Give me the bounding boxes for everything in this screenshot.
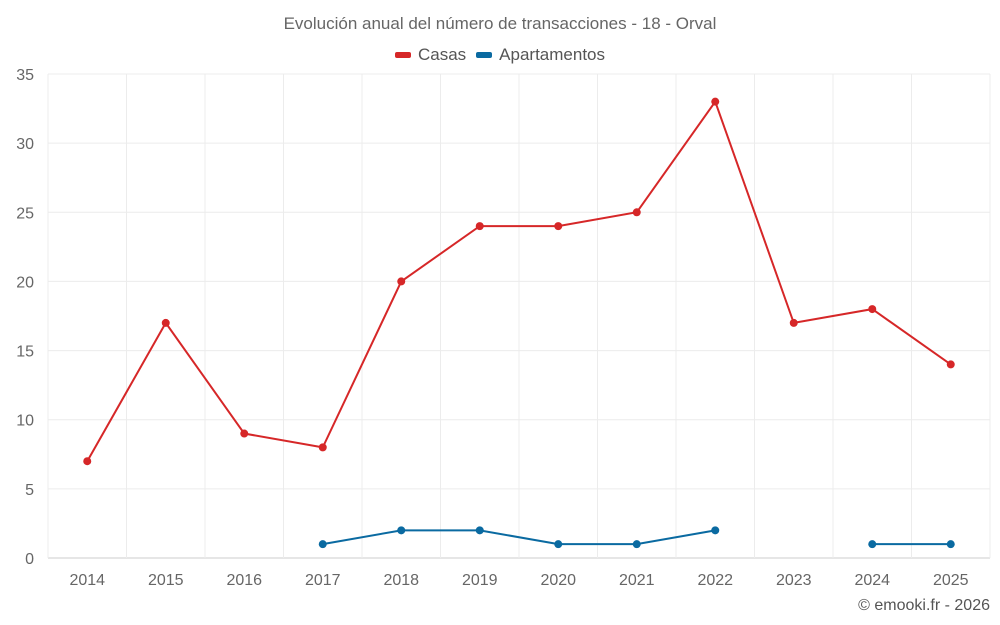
y-tick-label: 25 bbox=[16, 205, 34, 222]
data-point-casas[interactable] bbox=[83, 457, 92, 466]
y-tick-label: 0 bbox=[25, 551, 34, 568]
x-tick-label: 2020 bbox=[540, 572, 576, 589]
x-tick-label: 2016 bbox=[226, 572, 262, 589]
x-tick-label: 2021 bbox=[619, 572, 655, 589]
x-tick-label: 2022 bbox=[697, 572, 733, 589]
data-point-apartamentos[interactable] bbox=[868, 540, 877, 549]
data-point-casas[interactable] bbox=[632, 208, 641, 217]
series-line-casas bbox=[86, 99, 952, 462]
x-tick-label: 2019 bbox=[462, 572, 498, 589]
legend-swatch-apartamentos bbox=[476, 52, 493, 58]
data-point-apartamentos[interactable] bbox=[318, 540, 327, 549]
series-line-apartamentos bbox=[322, 529, 716, 546]
legend-item-casas[interactable]: Casas bbox=[394, 45, 467, 65]
data-point-apartamentos[interactable] bbox=[475, 526, 484, 535]
data-point-casas[interactable] bbox=[161, 318, 170, 327]
data-point-apartamentos[interactable] bbox=[632, 540, 641, 549]
data-point-apartamentos[interactable] bbox=[554, 540, 563, 549]
data-point-casas[interactable] bbox=[240, 429, 249, 438]
y-tick-label: 30 bbox=[16, 136, 34, 153]
data-point-casas[interactable] bbox=[868, 305, 877, 314]
x-tick-label: 2015 bbox=[148, 572, 184, 589]
data-point-casas[interactable] bbox=[318, 443, 327, 452]
data-point-casas[interactable] bbox=[397, 277, 406, 286]
data-point-casas[interactable] bbox=[946, 360, 955, 369]
legend-label-apartamentos: Apartamentos bbox=[499, 45, 606, 64]
data-point-casas[interactable] bbox=[475, 222, 484, 231]
legend-item-apartamentos[interactable]: Apartamentos bbox=[476, 45, 605, 65]
legend-swatch-casas bbox=[394, 52, 411, 58]
y-tick-label: 20 bbox=[16, 274, 34, 291]
data-point-casas[interactable] bbox=[711, 97, 720, 106]
data-point-apartamentos[interactable] bbox=[397, 526, 406, 535]
x-tick-label: 2014 bbox=[69, 572, 105, 589]
x-tick-label: 2024 bbox=[854, 572, 890, 589]
y-tick-label: 15 bbox=[16, 344, 34, 361]
y-tick-label: 5 bbox=[25, 482, 34, 499]
y-tick-label: 10 bbox=[16, 413, 34, 430]
data-point-casas[interactable] bbox=[554, 222, 563, 231]
x-tick-label: 2018 bbox=[383, 572, 419, 589]
chart-title: Evolución anual del número de transaccio… bbox=[283, 14, 717, 33]
x-tick-label: 2025 bbox=[933, 572, 969, 589]
legend: Casas Apartamentos bbox=[0, 45, 1000, 65]
x-tick-label: 2017 bbox=[305, 572, 341, 589]
y-tick-label: 35 bbox=[16, 67, 34, 84]
data-point-casas[interactable] bbox=[789, 318, 798, 327]
data-point-apartamentos[interactable] bbox=[711, 526, 720, 535]
credit-text: © emooki.fr - 2026 bbox=[858, 597, 990, 614]
legend-label-casas: Casas bbox=[417, 45, 467, 64]
x-tick-label: 2023 bbox=[776, 572, 812, 589]
data-point-apartamentos[interactable] bbox=[946, 540, 955, 549]
